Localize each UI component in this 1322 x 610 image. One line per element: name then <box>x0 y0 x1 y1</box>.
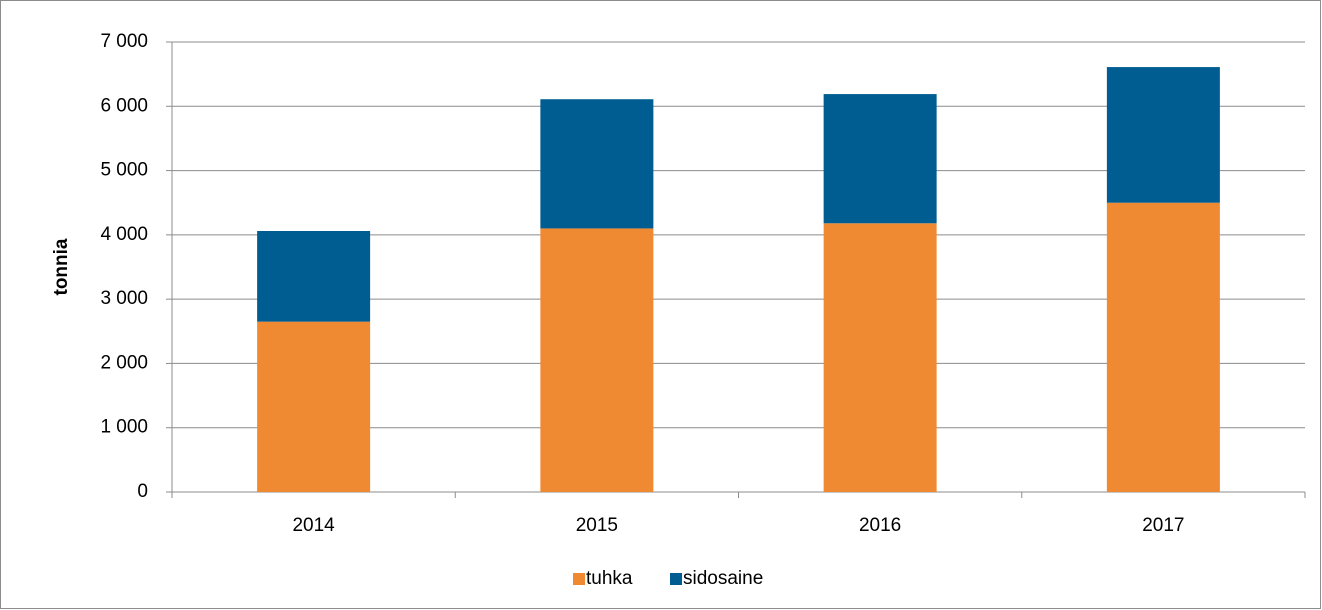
bar-segment <box>1106 67 1220 203</box>
legend-label: sidosaine <box>683 568 763 589</box>
legend-swatch <box>670 573 682 585</box>
legend-label: tuhka <box>586 568 633 589</box>
bar-segment <box>823 94 937 224</box>
bar-segment <box>257 321 371 492</box>
bar-segment <box>540 99 654 229</box>
y-tick-label: 7 000 <box>100 31 148 52</box>
y-tick-label: 3 000 <box>100 288 148 309</box>
y-tick-label: 2 000 <box>100 352 148 373</box>
bar-segment <box>823 223 937 493</box>
x-tick-label: 2017 <box>1142 515 1184 536</box>
bar-segment <box>257 231 371 322</box>
y-axis-label: tonnia <box>51 238 72 295</box>
y-tick-label: 5 000 <box>100 160 148 181</box>
bar-segment <box>540 228 654 492</box>
y-tick-label: 4 000 <box>100 224 148 245</box>
y-tick-label: 6 000 <box>100 95 148 116</box>
x-tick-label: 2014 <box>292 515 335 536</box>
x-tick-label: 2015 <box>576 515 618 536</box>
y-tick-label: 0 <box>137 481 148 502</box>
y-tick-label: 1 000 <box>100 417 148 438</box>
bar-segment <box>1106 202 1220 492</box>
legend-swatch <box>573 573 585 585</box>
x-tick-label: 2016 <box>859 515 901 536</box>
